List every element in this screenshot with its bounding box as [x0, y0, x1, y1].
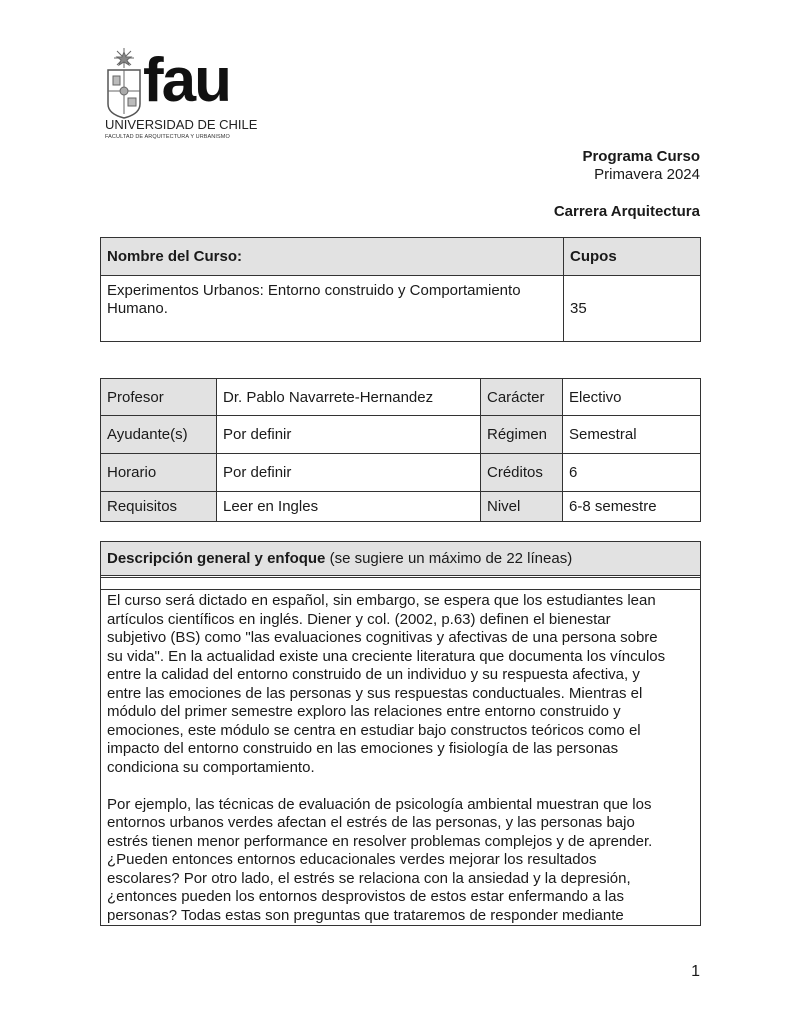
fau-wordmark: fau	[143, 46, 232, 115]
info-value: 6-8 semestre	[562, 491, 701, 522]
info-label: Ayudante(s)	[100, 415, 217, 454]
paragraph-line: personas? Todas estas son preguntas que …	[107, 906, 624, 924]
info-row: Ayudante(s) Por definir Régimen Semestra…	[100, 415, 701, 454]
paragraph-line: módulo del primer semestre exploro las r…	[107, 703, 621, 720]
paragraph-line: artículos científicos en inglés. Diener …	[107, 610, 611, 628]
paragraph-line: El curso será dictado en español, sin em…	[107, 592, 656, 609]
paragraph-line: su vida". En la actualidad existe una cr…	[107, 647, 666, 665]
description-body: El curso será dictado en español, sin em…	[100, 589, 701, 926]
university-crest-logo	[107, 48, 141, 119]
paragraph-2: Por ejemplo, las técnicas de evaluación …	[107, 796, 694, 926]
info-label: Requisitos	[100, 491, 217, 522]
info-value: 6	[562, 453, 701, 492]
info-label: Régimen	[480, 415, 563, 454]
paragraph-line: ¿Pueden entonces entornos educacionales …	[107, 851, 597, 868]
info-value: Por definir	[216, 415, 481, 454]
course-name: Experimentos Urbanos: Entorno construido…	[100, 275, 564, 342]
course-name-label: Nombre del Curso:	[100, 237, 564, 276]
paragraph-line: subjetivo (BS) como "las evaluaciones co…	[107, 629, 658, 646]
paragraph-line: entre las emociones de las personas y su…	[107, 684, 643, 702]
page-number: 1	[691, 963, 700, 980]
course-table: Nombre del Curso: Cupos Experimentos Urb…	[100, 237, 701, 342]
course-info-table: Profesor Dr. Pablo Navarrete-Hernandez C…	[100, 378, 701, 522]
info-label: Profesor	[100, 378, 217, 416]
course-name-line: Humano.	[107, 300, 168, 317]
paragraph-line: ¿entonces pueden los entornos desprovist…	[107, 888, 624, 905]
info-value: Dr. Pablo Navarrete-Hernandez	[216, 378, 481, 416]
info-row: Horario Por definir Créditos 6	[100, 453, 701, 492]
info-label: Carácter	[480, 378, 563, 416]
info-label: Créditos	[480, 453, 563, 492]
description-header: Descripción general y enfoque (se sugier…	[100, 541, 701, 576]
info-label: Nivel	[480, 491, 563, 522]
paragraph-line: escolares? Por otro lado, el estrés se r…	[107, 869, 631, 887]
spacer-row	[100, 577, 701, 590]
paragraph-line: impacto del entorno construido en las em…	[107, 740, 619, 757]
info-row: Profesor Dr. Pablo Navarrete-Hernandez C…	[100, 378, 701, 416]
program-title: Programa Curso	[582, 148, 700, 165]
cupos-value: 35	[563, 275, 701, 342]
term: Primavera 2024	[594, 166, 700, 183]
paragraph-line: emociones, este módulo se centra en estu…	[107, 721, 641, 739]
paragraph-line: Por ejemplo, las técnicas de evaluación …	[107, 795, 652, 813]
paragraph-1: El curso será dictado en español, sin em…	[107, 592, 694, 777]
info-value: Electivo	[562, 378, 701, 416]
paragraph-line: estrés tienen menor performance en resol…	[107, 832, 653, 850]
course-name-line: Experimentos Urbanos: Entorno construido…	[107, 282, 521, 299]
description-note: (se sugiere un máximo de 22 líneas)	[325, 550, 573, 567]
description-table: Descripción general y enfoque (se sugier…	[100, 541, 701, 926]
info-value: Leer en Ingles	[216, 491, 481, 522]
cupos-label: Cupos	[563, 237, 701, 276]
paragraph-line: condiciona su comportamiento.	[107, 758, 315, 776]
info-row: Requisitos Leer en Ingles Nivel 6-8 seme…	[100, 491, 701, 522]
faculty-name: FACULTAD DE ARQUITECTURA Y URBANISMO	[105, 134, 230, 140]
info-value: Semestral	[562, 415, 701, 454]
paragraph-line: entornos urbanos verdes afectan el estré…	[107, 814, 635, 831]
career: Carrera Arquitectura	[553, 203, 700, 220]
paragraph-line: entre la calidad del entorno construido …	[107, 666, 640, 683]
university-name: UNIVERSIDAD DE CHILE	[105, 117, 258, 132]
info-label: Horario	[100, 453, 217, 492]
info-value: Por definir	[216, 453, 481, 492]
description-title: Descripción general y enfoque	[107, 550, 326, 567]
